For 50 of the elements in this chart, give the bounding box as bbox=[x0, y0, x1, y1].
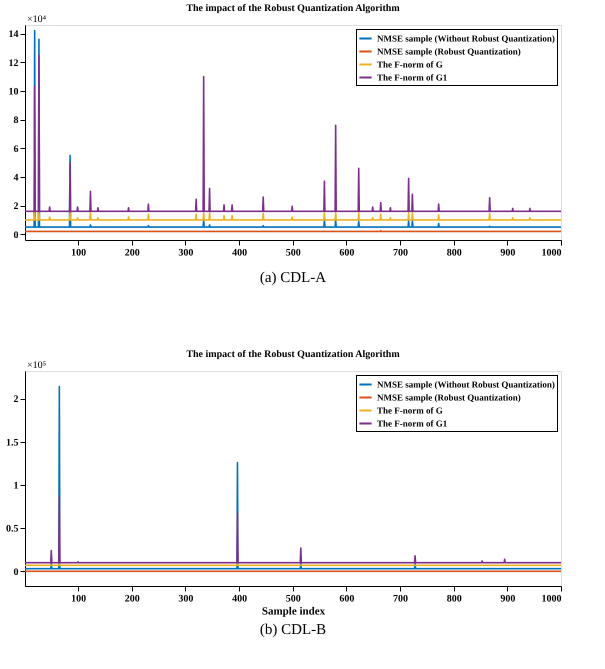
x-tick-label: 600 bbox=[339, 594, 354, 604]
chart-title: The impact of the Robust Quantization Algorithm bbox=[186, 3, 400, 14]
y-tick-label: 6 bbox=[14, 144, 18, 155]
y-tick-label: 0.5 bbox=[6, 524, 18, 535]
legend-label: The F-norm of G bbox=[377, 406, 443, 416]
legend-label: NMSE sample (Robust Quantization) bbox=[377, 46, 521, 56]
x-tick-label: 300 bbox=[178, 594, 194, 604]
legend-label: NMSE sample (Without Robust Quantization) bbox=[377, 380, 555, 390]
line-series bbox=[25, 495, 561, 564]
y-tick-label: 14 bbox=[8, 29, 18, 40]
y-tick-label: 10 bbox=[8, 86, 18, 98]
y-tick-label: 2 bbox=[14, 201, 18, 212]
x-tick-label: 800 bbox=[446, 248, 462, 258]
x-tick-label: 200 bbox=[124, 248, 140, 258]
y-tick-label: 12 bbox=[8, 58, 18, 69]
x-tick-label: 800 bbox=[446, 594, 462, 604]
x-axis-title: Sample index bbox=[262, 606, 326, 618]
text: (b) CDL-B bbox=[260, 622, 326, 638]
x-tick-label: 900 bbox=[500, 594, 516, 604]
x-tick-label: 700 bbox=[393, 594, 408, 604]
y-tick-label: 1.5 bbox=[6, 437, 18, 448]
legend-label: NMSE sample (Robust Quantization) bbox=[377, 392, 521, 402]
y-tick-label: 1 bbox=[14, 480, 18, 492]
x-tick-label: 200 bbox=[124, 594, 140, 604]
x-tick-label: 500 bbox=[286, 594, 301, 604]
text: ×10⁵ bbox=[27, 360, 46, 371]
line-series bbox=[25, 212, 561, 221]
y-tick-label: 4 bbox=[14, 172, 18, 184]
text: ×10⁴ bbox=[27, 14, 47, 25]
x-tick-label: 700 bbox=[393, 248, 408, 258]
y-tick-label: 2 bbox=[14, 394, 18, 406]
chart-title: The impact of the Robust Quantization Algorithm bbox=[186, 349, 400, 360]
x-tick-label: 300 bbox=[178, 248, 194, 258]
legend-label: NMSE sample (Without Robust Quantization) bbox=[377, 34, 555, 44]
legend-label: The F-norm of G1 bbox=[377, 418, 448, 428]
y-tick-label: 0 bbox=[14, 566, 18, 578]
x-tick-label: 100 bbox=[71, 594, 86, 604]
x-tick-label: 600 bbox=[339, 248, 354, 258]
x-tick-label: 100 bbox=[71, 248, 86, 258]
x-tick-label: 400 bbox=[232, 594, 248, 604]
legend-label: The F-norm of G1 bbox=[377, 72, 448, 82]
text: (a) CDL-A bbox=[260, 270, 326, 286]
x-tick-label: 1000 bbox=[542, 248, 562, 258]
x-tick-label: 500 bbox=[286, 248, 301, 258]
legend-label: The F-norm of G bbox=[377, 60, 443, 70]
x-tick-label: 1000 bbox=[542, 594, 562, 604]
y-tick-label: 8 bbox=[14, 115, 18, 126]
x-tick-label: 900 bbox=[500, 248, 516, 258]
x-tick-label: 400 bbox=[232, 248, 248, 258]
y-tick-label: 0 bbox=[14, 230, 18, 241]
